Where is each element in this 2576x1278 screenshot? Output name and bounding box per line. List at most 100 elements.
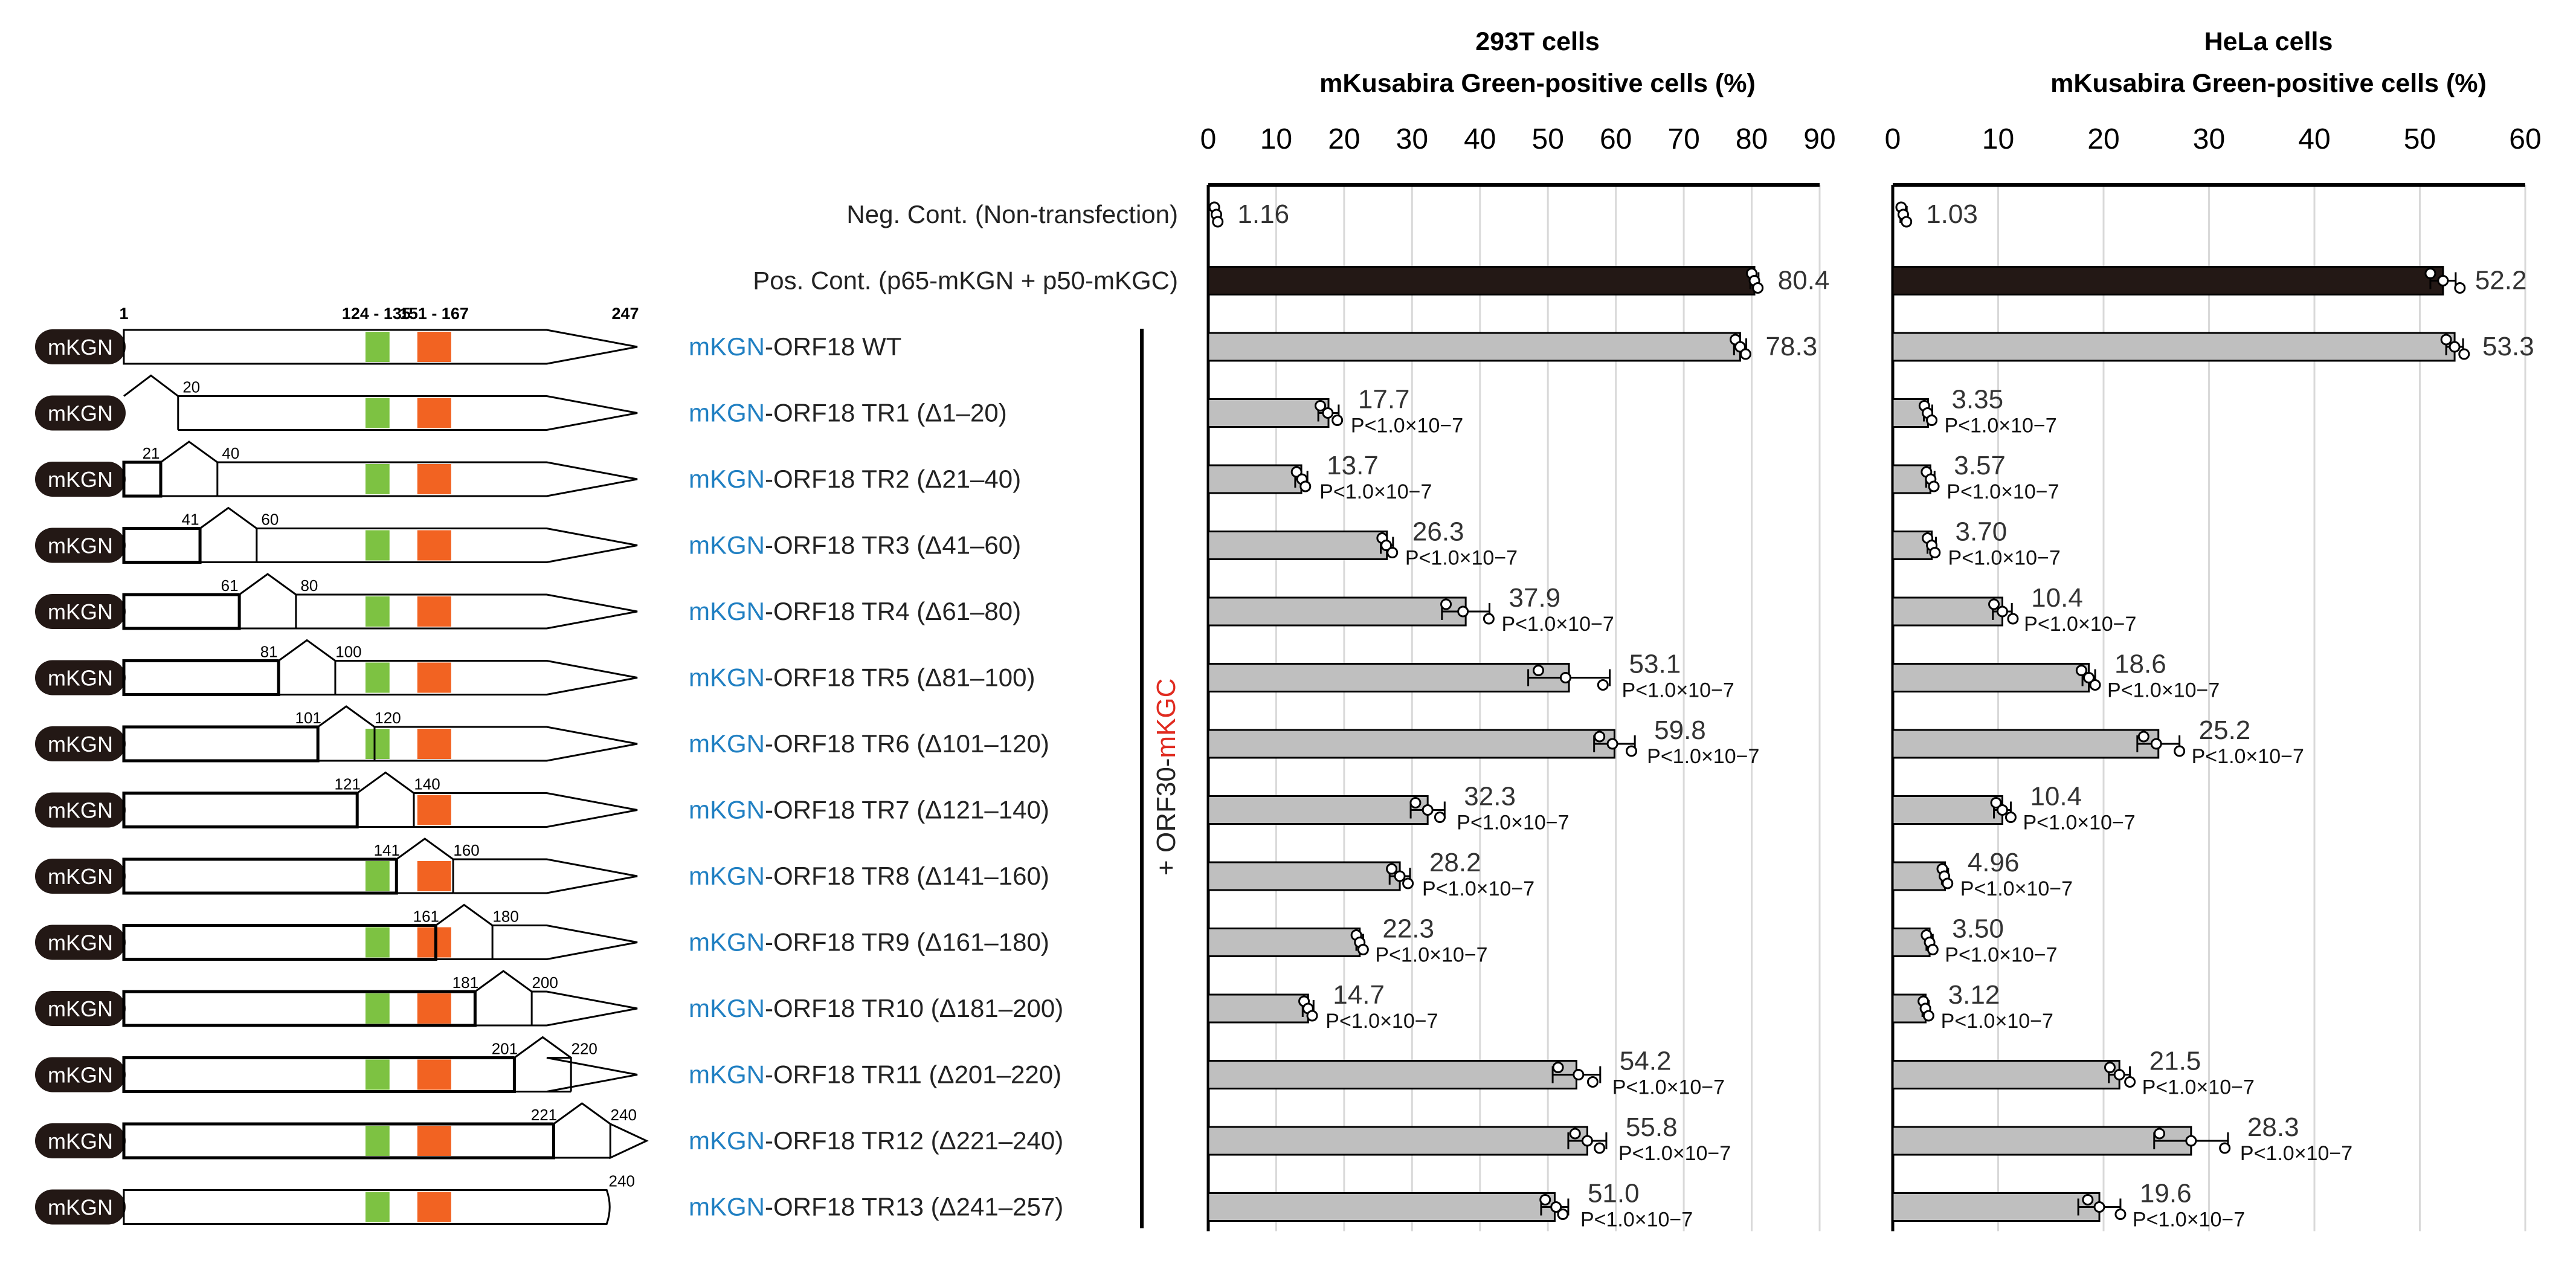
construct-outline-c — [530, 990, 638, 1027]
construct-outline-n — [122, 527, 202, 564]
domain-124-135 — [365, 1126, 390, 1156]
construct-outline-n — [122, 659, 280, 696]
mkgn-tag — [35, 1123, 126, 1158]
replicate-point — [2437, 275, 2449, 286]
replicate-point — [1394, 870, 1406, 882]
construct-label-prefix: mKGN — [689, 862, 765, 890]
position-label: 101 — [295, 709, 321, 727]
p-value-label: P<1.0×10−7 — [2240, 1142, 2352, 1165]
position-label: 201 — [492, 1040, 518, 1058]
domain-151-167 — [417, 729, 451, 759]
replicate-point — [2449, 341, 2461, 353]
position-label: 200 — [532, 973, 558, 992]
p-value-label: P<1.0×10−7 — [1941, 1010, 2053, 1033]
position-label: 81 — [260, 643, 278, 661]
value-label: 54.2 — [1620, 1047, 1672, 1076]
construct-label-suffix: -ORF18 WT — [765, 332, 901, 361]
construct-label-suffix: -ORF18 TR4 (Δ61–80) — [765, 597, 1021, 625]
deletion-loop — [514, 1036, 572, 1059]
mkgn-tag-label: mKGN — [48, 534, 113, 558]
construct-outline-c — [609, 1122, 649, 1160]
position-label: 61 — [221, 576, 239, 595]
domain-124-135 — [365, 398, 390, 428]
domain-151-167 — [417, 927, 451, 958]
domain-124-135 — [365, 861, 390, 891]
domain-124-135 — [365, 530, 390, 561]
replicate-point — [1996, 804, 2008, 816]
chart-293t-subtitle: mKusabira Green-positive cells (%) — [1319, 69, 1756, 98]
p-value-label: P<1.0×10−7 — [1612, 1076, 1725, 1099]
x-tick-label: 50 — [1532, 123, 1564, 155]
position-label: 124 - 135 — [342, 305, 411, 323]
replicate-point — [2124, 1076, 2136, 1088]
position-label: 1 — [119, 305, 128, 323]
construct-outline-n — [122, 792, 359, 828]
deletion-loop — [474, 970, 533, 993]
construct-outline-c — [177, 395, 638, 431]
replicate-point — [1409, 797, 1422, 808]
data-bar — [1892, 729, 2160, 759]
construct-label: mKGN-ORF18 TR11 (Δ201–220) — [689, 1060, 1061, 1089]
position-label: 80 — [300, 576, 318, 595]
x-tick-label: 30 — [1396, 123, 1428, 155]
chart-hela: HeLa cells mKusabira Green-positive cell… — [1885, 27, 2542, 1231]
data-bar — [1207, 266, 1756, 295]
value-label: 13.7 — [1327, 451, 1379, 480]
value-label: 51.0 — [1588, 1179, 1640, 1209]
construct-label-suffix: -ORF18 TR7 (Δ121–140) — [765, 796, 1049, 824]
construct-outline-c — [216, 461, 638, 497]
replicate-point — [1988, 598, 2000, 610]
replicate-point — [1315, 400, 1327, 411]
replicate-point — [2104, 1062, 2116, 1073]
p-value-label: P<1.0×10−7 — [1618, 1142, 1731, 1165]
p-value-label: P<1.0×10−7 — [1944, 415, 2056, 437]
deletion-loop — [278, 639, 336, 662]
domain-124-135 — [365, 662, 390, 693]
mkgn-tag — [35, 859, 126, 894]
replicate-point — [1434, 812, 1446, 823]
replicate-point — [2219, 1142, 2231, 1154]
domain-124-135 — [365, 1192, 390, 1222]
p-value-label: P<1.0×10−7 — [1457, 812, 1569, 834]
data-bar — [1207, 398, 1330, 428]
replicate-point — [1586, 1076, 1599, 1088]
domain-151-167 — [417, 332, 451, 362]
position-label: 221 — [531, 1106, 557, 1124]
construct-label-prefix: mKGN — [689, 597, 765, 625]
construct-label-suffix: -ORF18 TR9 (Δ161–180) — [765, 928, 1049, 957]
position-label: 151 - 167 — [400, 305, 469, 323]
construct-outline-c — [334, 660, 638, 695]
value-label: 1.16 — [1237, 199, 1289, 229]
p-value-label: P<1.0×10−7 — [1351, 415, 1463, 437]
data-bar — [1207, 1126, 1588, 1156]
construct-label: mKGN-ORF18 TR13 (Δ241–257) — [689, 1193, 1063, 1221]
domain-151-167 — [417, 464, 451, 494]
construct-outline-n — [122, 725, 320, 763]
replicate-point — [1386, 547, 1399, 558]
construct-label-prefix: mKGN — [689, 332, 765, 361]
construct-label: mKGN-ORF18 TR9 (Δ161–180) — [689, 928, 1049, 957]
chart-293t: 293T cells mKusabira Green-positive cell… — [1200, 27, 1836, 1231]
construct-outline-n — [122, 1056, 516, 1093]
data-bar — [1207, 332, 1741, 362]
position-label: 41 — [182, 511, 199, 529]
data-bar — [1892, 596, 2003, 627]
construct-outline-c — [546, 1057, 638, 1092]
value-label: 21.5 — [2149, 1047, 2201, 1076]
replicate-point — [2185, 1135, 2197, 1147]
value-label: 78.3 — [1766, 332, 1818, 361]
data-bar — [1207, 861, 1401, 891]
position-label: 20 — [182, 378, 200, 396]
replicate-point — [1483, 613, 1495, 625]
replicate-point — [1402, 877, 1414, 889]
construct-label: mKGN-ORF18 TR8 (Δ141–160) — [689, 862, 1049, 890]
wt-construct-outline — [123, 329, 638, 365]
domain-151-167 — [417, 795, 451, 825]
domain-151-167 — [417, 398, 451, 428]
mkgn-tag — [35, 329, 126, 364]
replicate-point — [2083, 672, 2095, 683]
position-label: 161 — [413, 908, 439, 926]
replicate-point — [1929, 547, 1941, 558]
p-value-label: P<1.0×10−7 — [2023, 812, 2135, 834]
mkgn-tag — [35, 528, 126, 563]
